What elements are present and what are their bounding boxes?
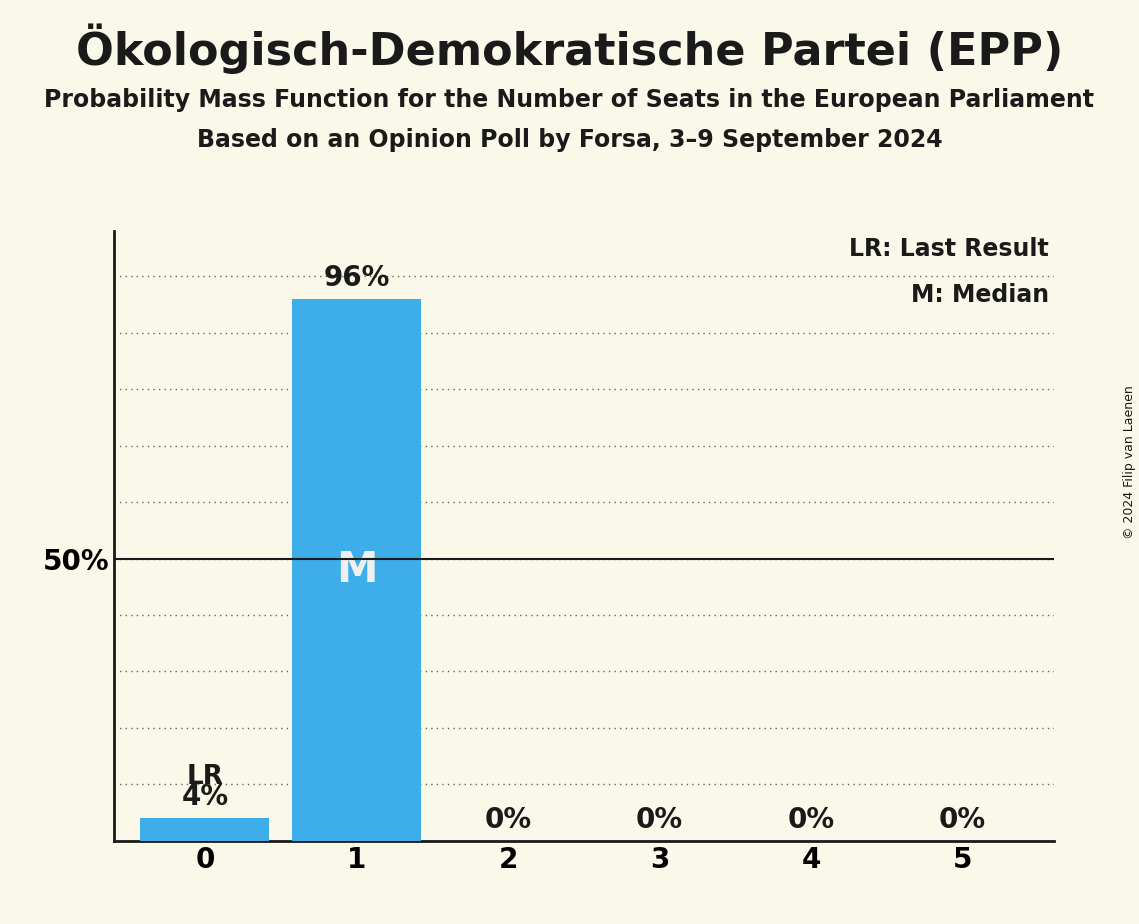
- Bar: [140, 819, 269, 841]
- Text: Ökologisch-Demokratische Partei (EPP): Ökologisch-Demokratische Partei (EPP): [76, 23, 1063, 74]
- Text: 0%: 0%: [787, 806, 835, 834]
- Text: M: M: [336, 549, 377, 590]
- Text: © 2024 Filip van Laenen: © 2024 Filip van Laenen: [1123, 385, 1137, 539]
- Text: 4%: 4%: [181, 784, 229, 811]
- Text: 0%: 0%: [939, 806, 986, 834]
- Text: M: Median: M: Median: [911, 283, 1049, 307]
- Text: Based on an Opinion Poll by Forsa, 3–9 September 2024: Based on an Opinion Poll by Forsa, 3–9 S…: [197, 128, 942, 152]
- Text: LR: LR: [187, 764, 223, 790]
- Text: 0%: 0%: [636, 806, 683, 834]
- Bar: [292, 298, 420, 841]
- Text: 0%: 0%: [484, 806, 532, 834]
- Text: 96%: 96%: [323, 264, 390, 292]
- Text: Probability Mass Function for the Number of Seats in the European Parliament: Probability Mass Function for the Number…: [44, 88, 1095, 112]
- Text: LR: Last Result: LR: Last Result: [850, 237, 1049, 261]
